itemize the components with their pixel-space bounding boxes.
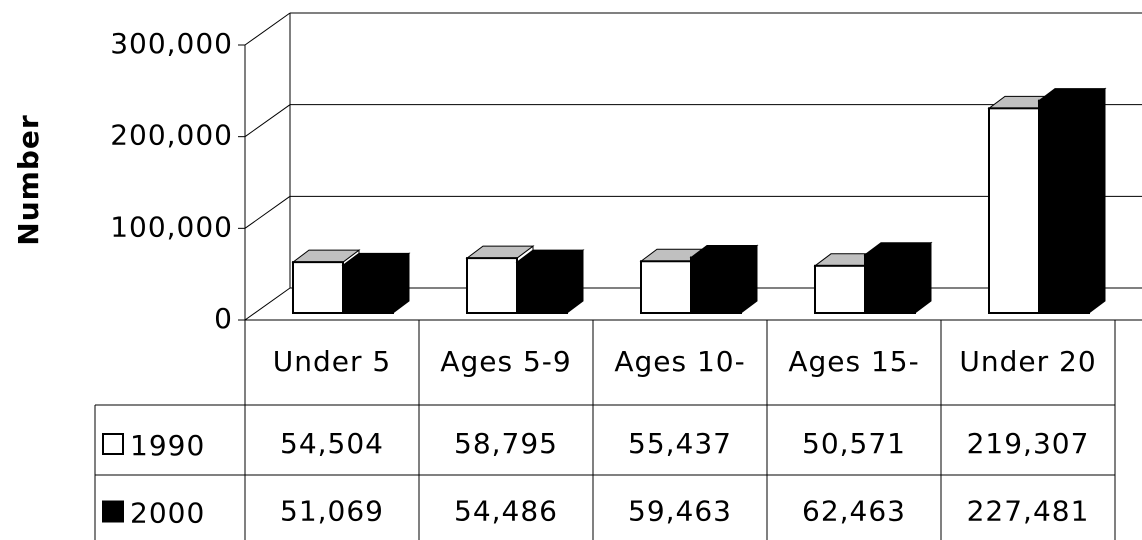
bar — [342, 264, 394, 314]
table-value: 62,463 — [802, 495, 906, 528]
legend-label: 1990 — [130, 429, 205, 462]
bar — [988, 107, 1040, 315]
grid-line — [244, 195, 291, 229]
bar — [640, 260, 692, 314]
y-tick-label: 200,000 — [110, 119, 233, 152]
bar — [292, 261, 344, 315]
x-tick-label: Under 5 — [273, 345, 391, 378]
bar — [466, 257, 518, 314]
y-tick-label: 300,000 — [110, 27, 233, 60]
table-value: 59,463 — [628, 495, 732, 528]
bar — [814, 264, 866, 315]
x-tick-label: Ages 15- — [788, 345, 919, 378]
x-tick-label: Under 20 — [959, 345, 1096, 378]
grid-line — [244, 104, 291, 138]
bar — [864, 253, 916, 315]
table-value: 51,069 — [280, 495, 384, 528]
bar-side — [1088, 87, 1106, 314]
y-tick-label: 100,000 — [110, 210, 233, 243]
x-tick-label: Ages 10- — [614, 345, 745, 378]
table-value: 55,437 — [628, 427, 732, 460]
table-value: 227,481 — [967, 495, 1090, 528]
table-value: 54,504 — [280, 427, 384, 460]
bar — [1038, 99, 1090, 314]
table-value: 58,795 — [454, 427, 558, 460]
bar — [516, 261, 568, 314]
table-value: 54,486 — [454, 495, 558, 528]
table-value: 219,307 — [967, 427, 1090, 460]
x-tick-label: Ages 5-9 — [440, 345, 571, 378]
y-tick-label: 0 — [214, 302, 233, 335]
bar — [690, 256, 742, 314]
grid-line — [244, 12, 291, 46]
legend-swatch — [102, 500, 124, 523]
y-axis-title: Number — [12, 114, 45, 245]
grid-line — [244, 287, 291, 321]
legend-label: 2000 — [130, 497, 205, 530]
table-value: 50,571 — [802, 427, 906, 460]
legend-swatch — [102, 433, 124, 455]
